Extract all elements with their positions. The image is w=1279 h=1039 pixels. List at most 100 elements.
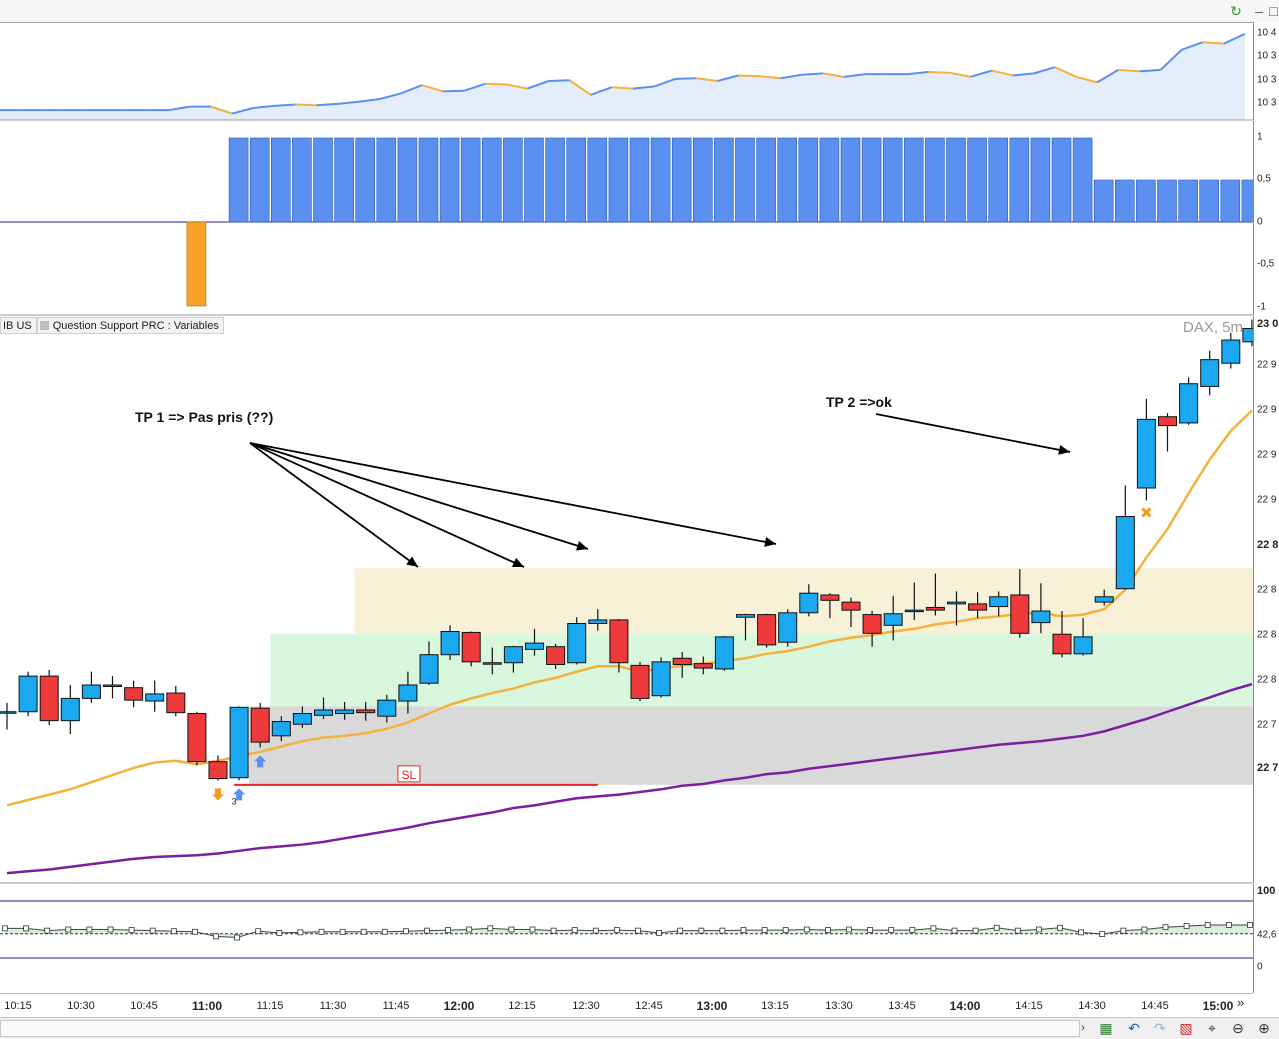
osc-point: [23, 925, 30, 932]
time-tick-label: 15:00: [1202, 999, 1234, 1013]
histogram-bar: [819, 137, 840, 223]
time-tick-label: 14:15: [1015, 1000, 1043, 1012]
top-line-segment: [653, 77, 676, 88]
histogram-bar: [946, 137, 966, 223]
scroll-right-icon[interactable]: ›: [1081, 1022, 1085, 1034]
osc-point: [107, 926, 114, 933]
time-tick-label: 11:00: [191, 999, 223, 1013]
redo-icon[interactable]: ↷: [1154, 1020, 1166, 1036]
histogram-bar: [777, 137, 798, 223]
time-tick-label: 11:45: [382, 1000, 410, 1012]
refresh-icon[interactable]: ↻: [1230, 3, 1242, 19]
candle-body: [947, 601, 966, 605]
candle-body: [588, 619, 608, 625]
top-line-segment: [358, 98, 380, 103]
histogram-bar: [1093, 179, 1114, 223]
time-tick-label: 13:30: [825, 1000, 853, 1012]
osc-point: [445, 927, 452, 933]
histogram-bar: [503, 137, 523, 223]
osc-point: [1141, 926, 1148, 933]
candle-body: [651, 661, 671, 697]
top-y-axis[interactable]: 10 4 10 3 10 3 10 3: [1253, 22, 1279, 120]
candle-body: [314, 709, 333, 716]
candle-body: [693, 663, 713, 669]
osc-point: [508, 926, 515, 933]
y-tick-label: -0,5: [1257, 258, 1275, 270]
osc-point: [339, 928, 346, 935]
y-tick-label: 22 8: [1257, 584, 1277, 596]
candle-body: [145, 693, 165, 702]
y-tick-label: 22 9: [1257, 404, 1277, 416]
maximize-icon[interactable]: □: [1269, 3, 1278, 19]
osc-point: [466, 926, 473, 933]
top-line-segment: [801, 72, 823, 76]
zoom-out-icon[interactable]: ⊖: [1232, 1020, 1244, 1036]
osc-point: [1225, 922, 1232, 928]
histogram-bar: [1072, 137, 1093, 223]
zoom-fit-icon[interactable]: ⌖: [1208, 1020, 1216, 1036]
candle-body: [440, 631, 460, 656]
top-line-segment: [1012, 72, 1034, 77]
osc-point: [825, 927, 831, 933]
osc-point: [381, 928, 388, 935]
top-line-segment: [843, 73, 866, 78]
time-tick-label: 12:45: [635, 1000, 663, 1012]
osc-point: [1162, 924, 1169, 931]
y-tick-label: 42,6: [1257, 929, 1277, 941]
histogram-bar: [925, 137, 945, 223]
oscillator-y-axis[interactable]: 100 42,6 0: [1253, 884, 1279, 993]
histogram-y-axis[interactable]: 1 0,5 0 -0,5 -1: [1253, 121, 1279, 315]
time-tick-label: 13:15: [761, 1000, 789, 1012]
histogram-bar: [735, 137, 755, 223]
undo-icon[interactable]: ↶: [1128, 1020, 1140, 1036]
annotation-arrowhead: [406, 556, 418, 567]
candle-body: [229, 706, 249, 779]
top-line-segment: [506, 83, 528, 90]
osc-point: [656, 930, 662, 936]
price-y-axis[interactable]: 23 0 22 9 22 9 22 9 22 9 22 8 22 8 22 8 22 8 22 7…: [1253, 316, 1279, 883]
zoom-in-icon[interactable]: ⊕: [1258, 1020, 1270, 1036]
time-axis[interactable]: 10:15 10:30 10:45 11:00 11:15 11:30 11:45 12:00…: [0, 993, 1253, 1018]
histogram-bar: [1157, 179, 1177, 223]
time-tick-label: 14:30: [1078, 1000, 1106, 1012]
time-tick-label: 14:00: [949, 999, 981, 1013]
candle-body: [335, 709, 355, 715]
osc-point: [909, 927, 916, 933]
osc-point: [1247, 922, 1253, 928]
osc-point: [128, 927, 135, 933]
stop-loss-box: [397, 765, 421, 783]
osc-point: [149, 927, 156, 934]
osc-point: [65, 926, 72, 933]
chart-area[interactable]: SL 3 TP 1 => Pas pris (??) TP 2 =>ok: [0, 22, 1253, 993]
double-chevron-right-icon[interactable]: »: [1237, 995, 1245, 1010]
candle-body: [60, 697, 80, 722]
histogram-bar: [714, 137, 734, 223]
top-line-segment: [421, 84, 444, 93]
top-line-segment: [822, 72, 845, 78]
osc-point: [951, 927, 958, 934]
tab-ib-us[interactable]: IB US: [0, 317, 37, 334]
candle-body: [1052, 633, 1072, 655]
chart-tabs: IB US Question Support PRC : Variables: [0, 317, 224, 334]
y-tick-label: 22 9: [1257, 359, 1277, 371]
osc-point: [677, 927, 684, 934]
candle-body: [208, 761, 228, 780]
tab-question-support[interactable]: Question Support PRC : Variables: [36, 317, 224, 334]
time-tick-label: 14:45: [1141, 1000, 1169, 1012]
y-tick-label: 0: [1257, 961, 1263, 973]
calendar-icon[interactable]: ▦: [1099, 1020, 1113, 1036]
y-tick-label: 22 9: [1257, 494, 1277, 506]
top-line-segment: [485, 82, 507, 86]
histogram-bar: [228, 137, 249, 223]
top-line-segment: [738, 74, 760, 78]
osc-point: [719, 927, 726, 934]
osc-point: [234, 934, 241, 941]
osc-point: [487, 925, 494, 932]
chart-settings-icon[interactable]: ▧: [1179, 1020, 1193, 1036]
ma-slow-line: [6, 682, 1253, 875]
minimize-icon[interactable]: –: [1255, 3, 1263, 19]
horizontal-scrollbar[interactable]: [0, 1020, 1080, 1037]
osc-point: [1078, 929, 1084, 936]
top-line-segment: [400, 84, 423, 95]
osc-point: [846, 926, 852, 933]
